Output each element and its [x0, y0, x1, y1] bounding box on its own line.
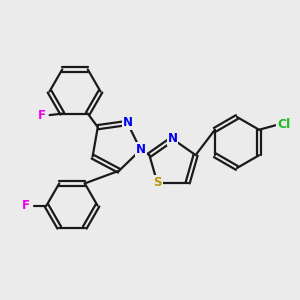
Text: F: F — [22, 199, 30, 212]
Text: F: F — [38, 109, 46, 122]
Text: N: N — [136, 143, 146, 156]
Text: N: N — [167, 132, 178, 146]
Text: N: N — [122, 116, 133, 130]
Text: S: S — [153, 176, 162, 189]
Text: Cl: Cl — [277, 118, 290, 131]
